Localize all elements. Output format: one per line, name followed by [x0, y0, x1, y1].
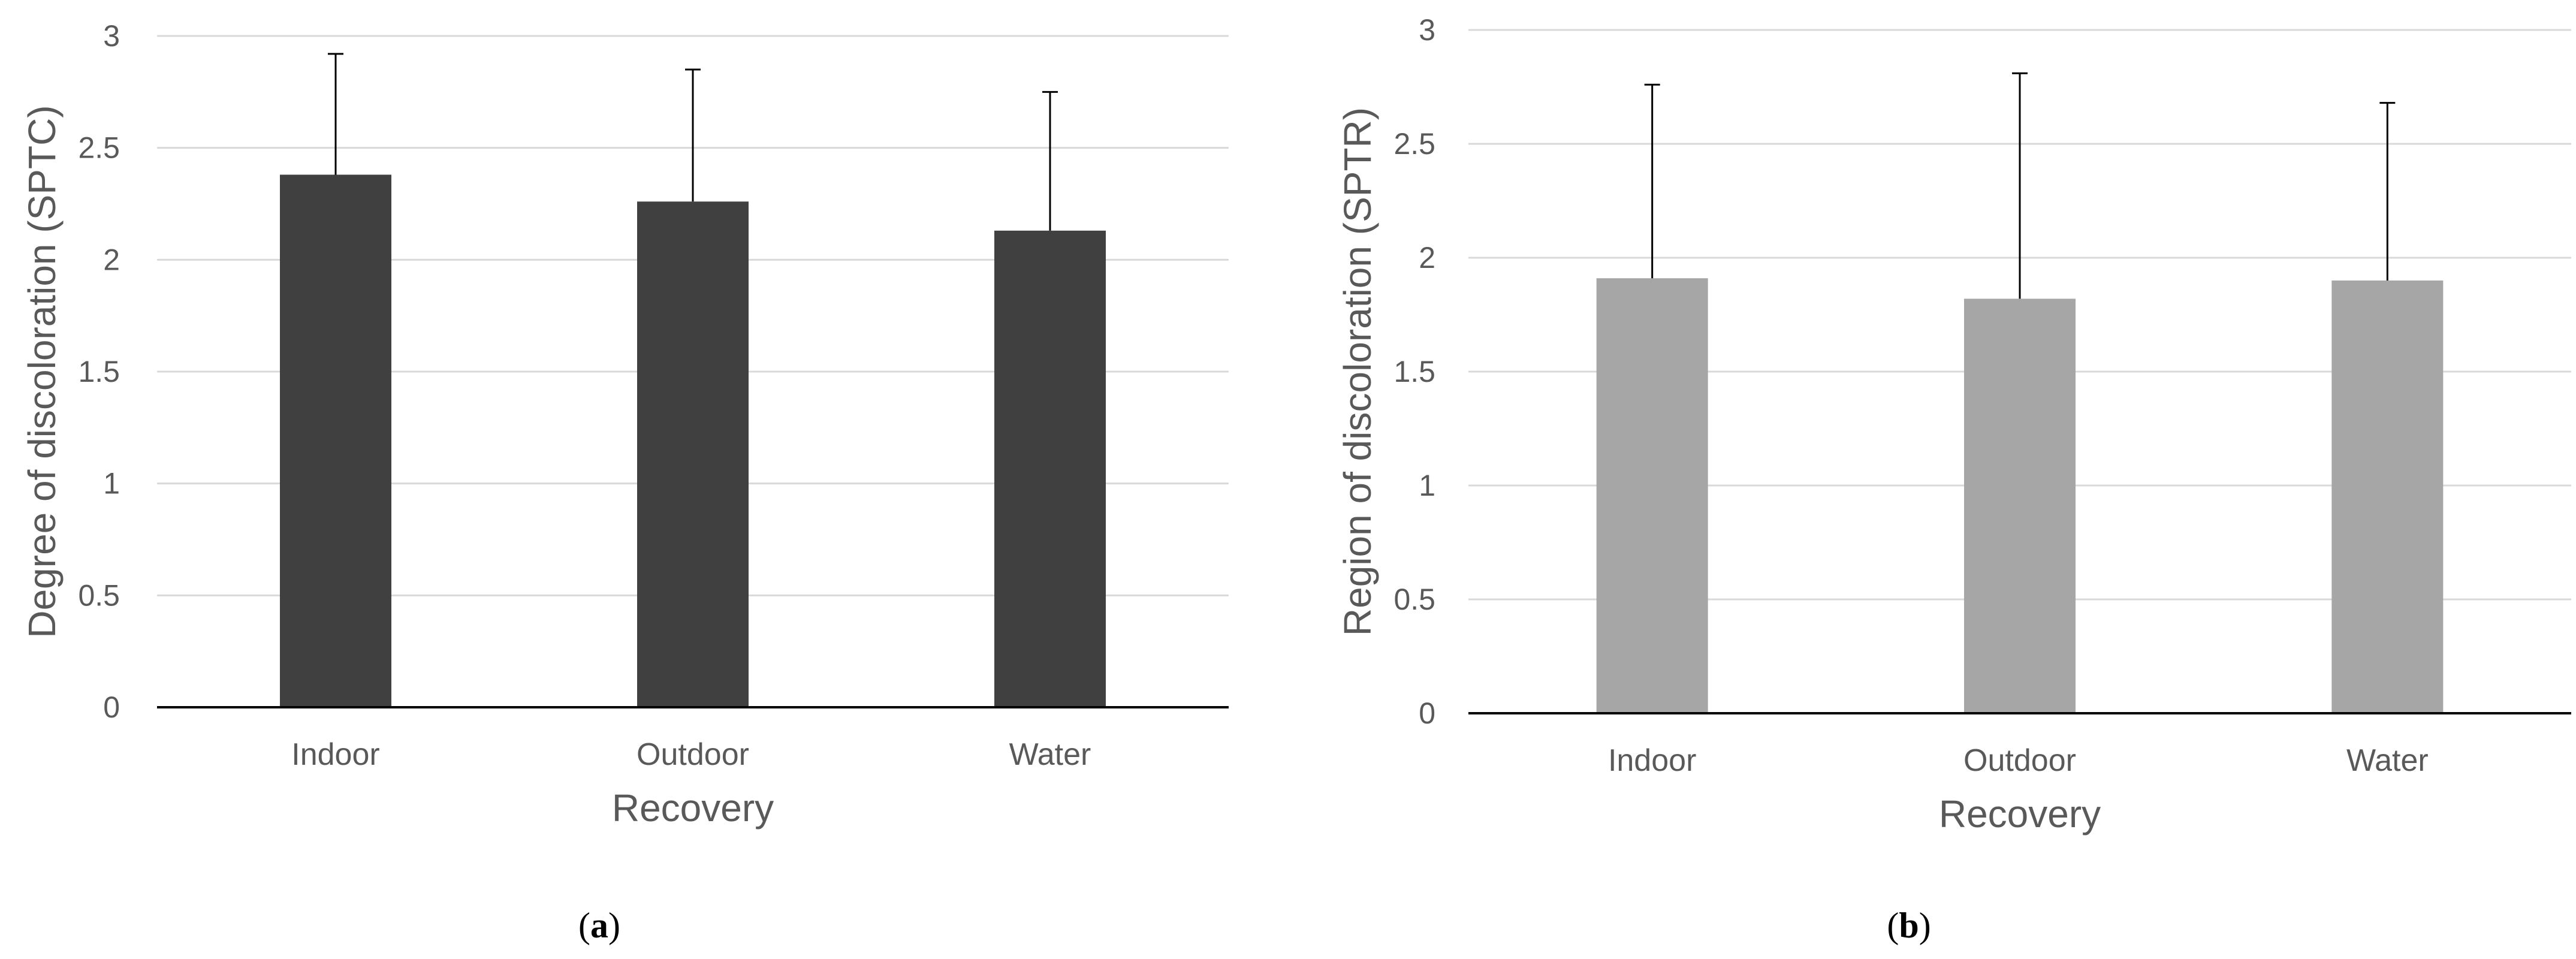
bar-indoor: [1596, 278, 1708, 713]
y-tick-label: 0.5: [78, 578, 120, 612]
y-tick-label: 1: [1419, 469, 1435, 502]
bar-water: [994, 230, 1106, 707]
y-tick-label: 3: [103, 19, 120, 53]
panel-letter-a: a: [590, 906, 608, 945]
bar-indoor: [280, 174, 391, 707]
bar-water: [2331, 281, 2444, 713]
y-tick-label: 2.5: [78, 131, 120, 165]
y-tick-labels-a: 0 0.5 1 1.5 2 2.5 3: [78, 19, 120, 724]
x-tick-label: Water: [1009, 737, 1091, 772]
x-tick-labels-b: Indoor Outdoor Water: [1608, 743, 2429, 778]
y-tick-label: 0.5: [1393, 583, 1435, 616]
chart-panel-a: 0 0.5 1 1.5 2 2.5 3 Indoor Outdoor Water Recover…: [20, 19, 1229, 945]
panel-label-a: (a): [578, 906, 620, 945]
x-axis-label-b: Recovery: [1939, 792, 2101, 836]
x-tick-label: Outdoor: [637, 737, 749, 772]
x-axis-label-a: Recovery: [612, 786, 774, 830]
panel-letter-b: b: [1899, 906, 1919, 945]
y-tick-label: 3: [1419, 13, 1435, 47]
y-tick-label: 0: [1419, 696, 1435, 730]
y-tick-label: 1.5: [78, 355, 120, 388]
bars-b: [1596, 278, 2444, 713]
panel-label-b: (b): [1887, 906, 1931, 945]
y-tick-label: 1: [103, 467, 120, 500]
chart-panel-b: 0 0.5 1 1.5 2 2.5 3 Indoor Outdoor Water Recover…: [1336, 13, 2571, 945]
y-tick-label: 2: [103, 243, 120, 276]
y-tick-label: 2: [1419, 241, 1435, 275]
y-tick-labels-b: 0 0.5 1 1.5 2 2.5 3: [1393, 13, 1435, 730]
error-bars-b: [1644, 72, 2396, 299]
bar-outdoor: [637, 201, 749, 707]
x-tick-label: Indoor: [291, 737, 379, 772]
x-tick-label: Outdoor: [1963, 743, 2076, 778]
x-tick-label: Water: [2346, 743, 2429, 778]
error-bars-a: [328, 53, 1058, 231]
y-tick-label: 1.5: [1393, 355, 1435, 388]
y-tick-label: 0: [103, 690, 120, 724]
bar-outdoor: [1964, 298, 2076, 713]
bars-a: [280, 174, 1106, 707]
x-tick-labels-a: Indoor Outdoor Water: [291, 737, 1091, 772]
y-axis-label-a: Degree of discoloration (SPTC): [20, 105, 64, 638]
x-tick-label: Indoor: [1608, 743, 1696, 778]
y-axis-label-b: Region of discoloration (SPTR): [1336, 107, 1379, 636]
y-tick-label: 2.5: [1393, 127, 1435, 161]
